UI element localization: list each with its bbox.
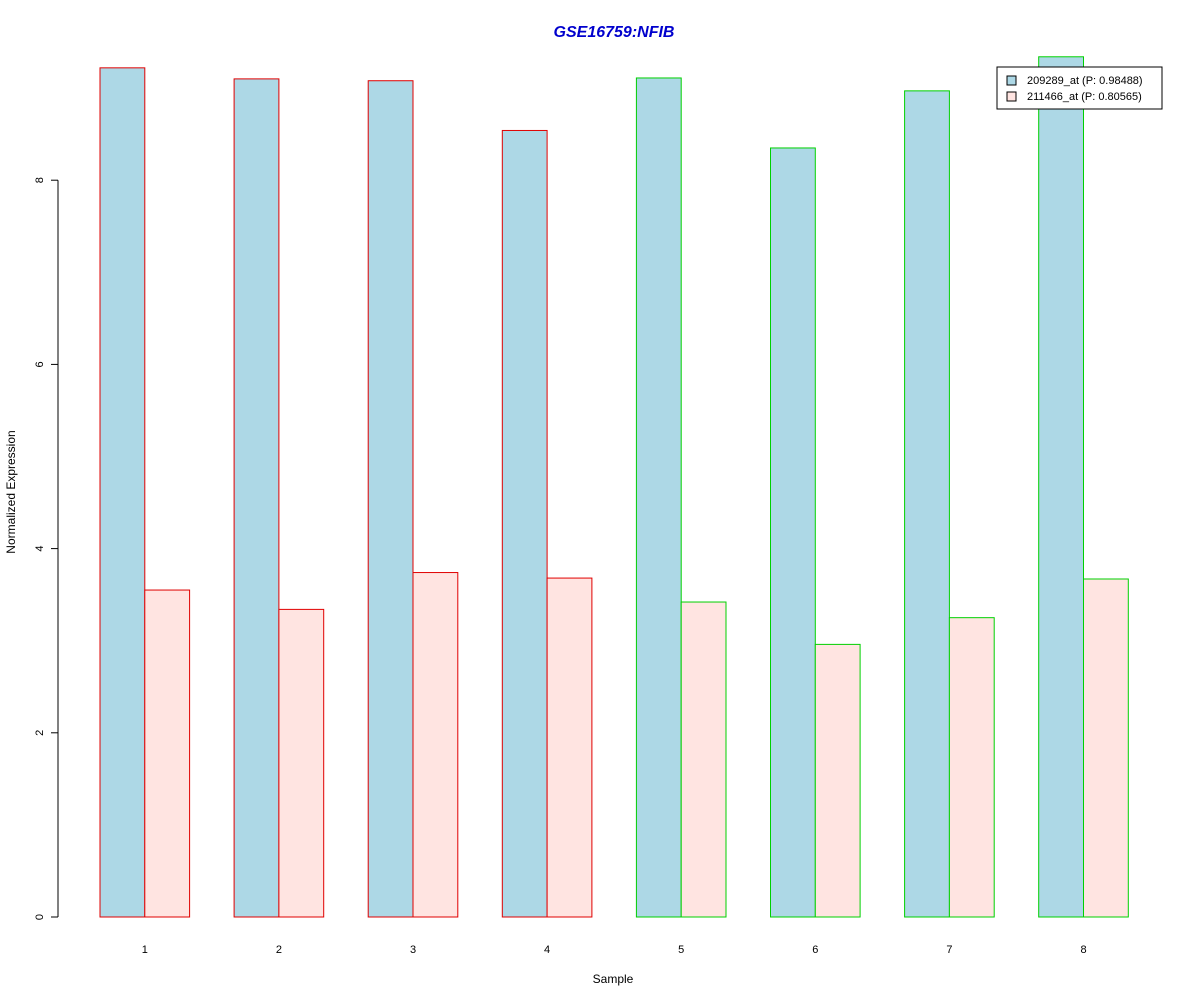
bars <box>99 56 1129 918</box>
bar-sample-2-series-2 <box>278 608 325 918</box>
bar-sample-7-series-2 <box>948 617 995 918</box>
bar-sample-3-series-1 <box>367 80 414 918</box>
legend-swatch-1 <box>1006 75 1017 86</box>
legend-label-2: 211466_at (P: 0.80565) <box>1027 91 1142 103</box>
x-tick-label: 6 <box>812 944 818 956</box>
bar-sample-4-series-2 <box>546 577 593 918</box>
x-tick-label: 3 <box>410 944 416 956</box>
x-tick-label: 7 <box>946 944 952 956</box>
y-axis: 0 2 4 6 8 <box>34 177 59 920</box>
x-tick-label: 2 <box>276 944 282 956</box>
y-tick-label: 2 <box>34 730 46 736</box>
legend-swatch-2 <box>1006 91 1017 102</box>
x-tick-label: 5 <box>678 944 684 956</box>
chart-title: GSE16759:NFIB <box>554 24 675 41</box>
bar-sample-5-series-1 <box>635 77 682 918</box>
bar-sample-2-series-1 <box>233 78 280 918</box>
x-tick-label: 4 <box>544 944 550 956</box>
bar-sample-6-series-2 <box>814 643 861 918</box>
x-axis-label: Sample <box>593 972 634 986</box>
legend-label-1: 209289_at (P: 0.98488) <box>1027 75 1143 87</box>
x-tick-label: 1 <box>142 944 148 956</box>
bar-sample-6-series-1 <box>770 147 816 918</box>
y-tick-label: 0 <box>34 914 46 920</box>
bar-sample-1-series-1 <box>99 67 146 918</box>
x-tick-label: 8 <box>1080 944 1086 956</box>
bar-sample-7-series-1 <box>904 90 950 918</box>
y-axis-label: Normalized Expression <box>4 430 18 553</box>
bar-sample-1-series-2 <box>144 589 191 918</box>
x-tick-labels: 1 2 3 4 5 6 7 8 <box>142 944 1087 956</box>
y-tick-label: 6 <box>34 361 46 367</box>
legend-box <box>996 66 1163 110</box>
bar-sample-8-series-1 <box>1038 56 1084 918</box>
y-tick-label: 4 <box>34 546 46 552</box>
bar-sample-4-series-1 <box>501 129 548 918</box>
legend: 209289_at (P: 0.98488) 211466_at (P: 0.80… <box>996 66 1163 110</box>
bar-sample-3-series-2 <box>412 572 459 918</box>
bar-sample-8-series-2 <box>1083 578 1129 918</box>
y-tick-label: 8 <box>34 177 46 183</box>
bar-sample-5-series-2 <box>680 601 727 918</box>
